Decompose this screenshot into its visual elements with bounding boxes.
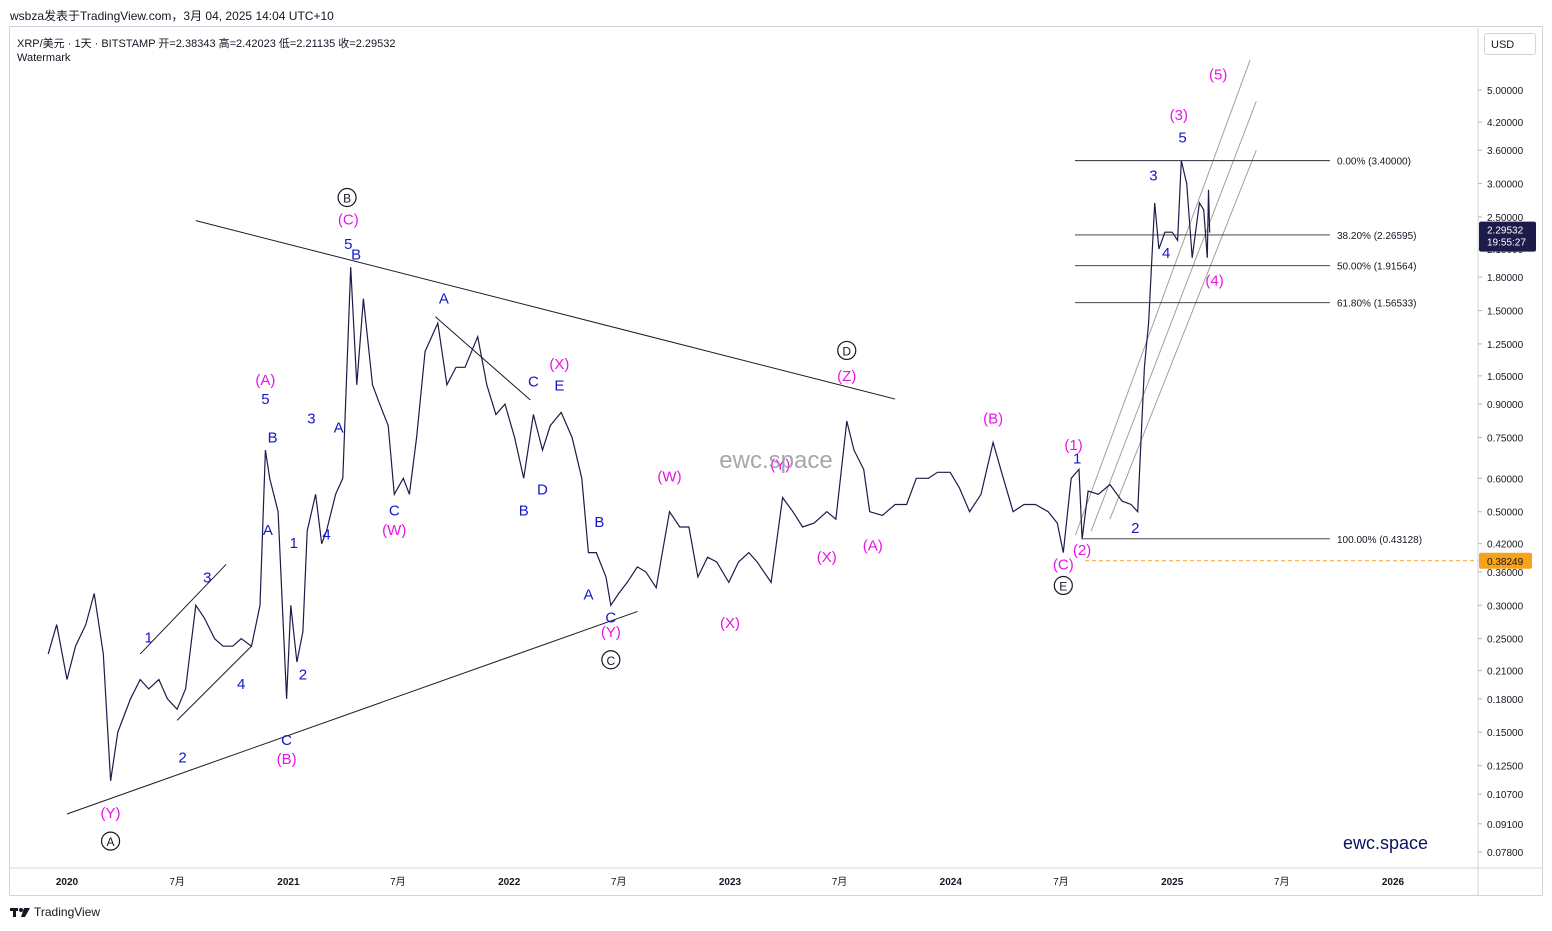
- publish-line: wsbza发表于TradingView.com，3月 04, 2025 14:0…: [10, 9, 334, 23]
- currency-button[interactable]: USD: [1484, 33, 1536, 55]
- symbol-legend[interactable]: XRP/美元 · 1天 · BITSTAMP 开=2.38343 高=2.420…: [17, 38, 396, 50]
- tradingview-logo-icon: [10, 908, 30, 917]
- tradingview-logo[interactable]: TradingView: [10, 905, 100, 919]
- tradingview-logo-text: TradingView: [34, 905, 101, 919]
- chart-frame: [9, 26, 1543, 896]
- watermark-indicator-label[interactable]: Watermark: [17, 52, 71, 64]
